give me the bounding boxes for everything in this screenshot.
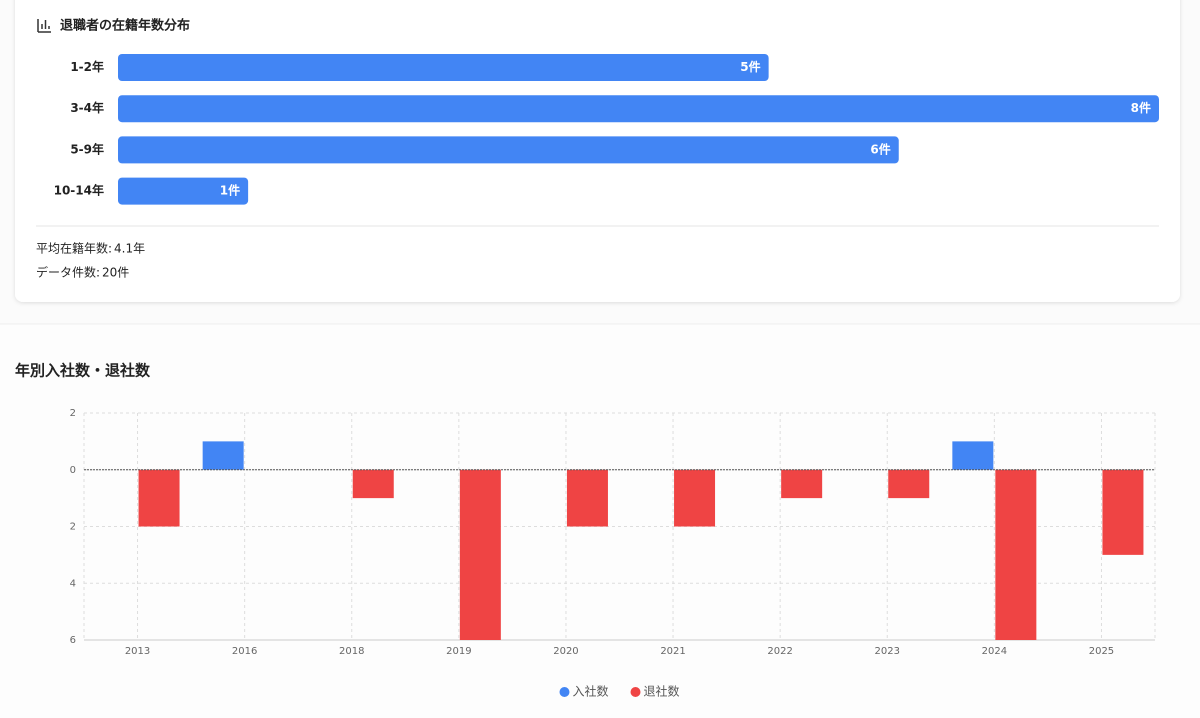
bar [952,441,994,470]
value-label: 6件 [870,141,890,156]
bar [674,469,716,527]
legend-swatch [630,687,641,697]
y-tick-label: 6 [70,635,76,646]
legend-swatch [559,687,570,697]
bar [888,469,930,499]
chart-title: 年別入社数・退社数 [15,362,151,380]
category-label: 5-9年 [70,141,104,156]
bar [118,54,769,81]
y-tick-label: 4 [70,578,76,589]
bar [1102,469,1144,555]
x-tick-label: 2018 [339,646,364,657]
x-tick-label: 2025 [1089,646,1114,657]
bar [118,136,899,164]
x-tick-label: 2019 [446,646,471,657]
x-tick-label: 2016 [232,646,257,657]
stat-value: 4.1年 [114,242,145,256]
bar [138,469,180,527]
bar [459,469,501,640]
bar [118,177,249,205]
y-tick-label: 2 [70,522,76,533]
stat-value: 20件 [102,266,129,280]
stat: データ件数: 20件 [36,265,129,280]
x-tick-label: 2023 [875,646,900,657]
stat: 平均在籍年数: 4.1年 [36,241,145,256]
bar [995,469,1037,640]
x-tick-label: 2020 [553,646,578,657]
category-label: 1-2年 [70,59,104,74]
category-label: 3-4年 [70,100,104,115]
y-tick-label: 2 [70,408,76,419]
x-tick-label: 2021 [660,646,685,657]
bar [352,469,394,499]
bar [566,469,608,527]
bar [118,95,1159,123]
x-tick-label: 2024 [982,646,1007,657]
value-label: 1件 [220,183,240,198]
value-label: 8件 [1131,100,1151,115]
legend-label: 退社数 [644,684,680,699]
bar [202,441,244,470]
x-tick-label: 2013 [125,646,150,657]
x-tick-label: 2022 [767,646,792,657]
chart-title: 退職者の在籍年数分布 [60,18,190,34]
y-tick-label: 0 [70,465,76,476]
value-label: 5件 [740,59,760,74]
chart-icon [37,19,51,33]
legend-label: 入社数 [572,684,608,699]
stat-label: 平均在籍年数: [36,241,112,256]
bar [781,469,823,499]
category-label: 10-14年 [54,183,104,198]
stat-label: データ件数: [36,265,100,280]
